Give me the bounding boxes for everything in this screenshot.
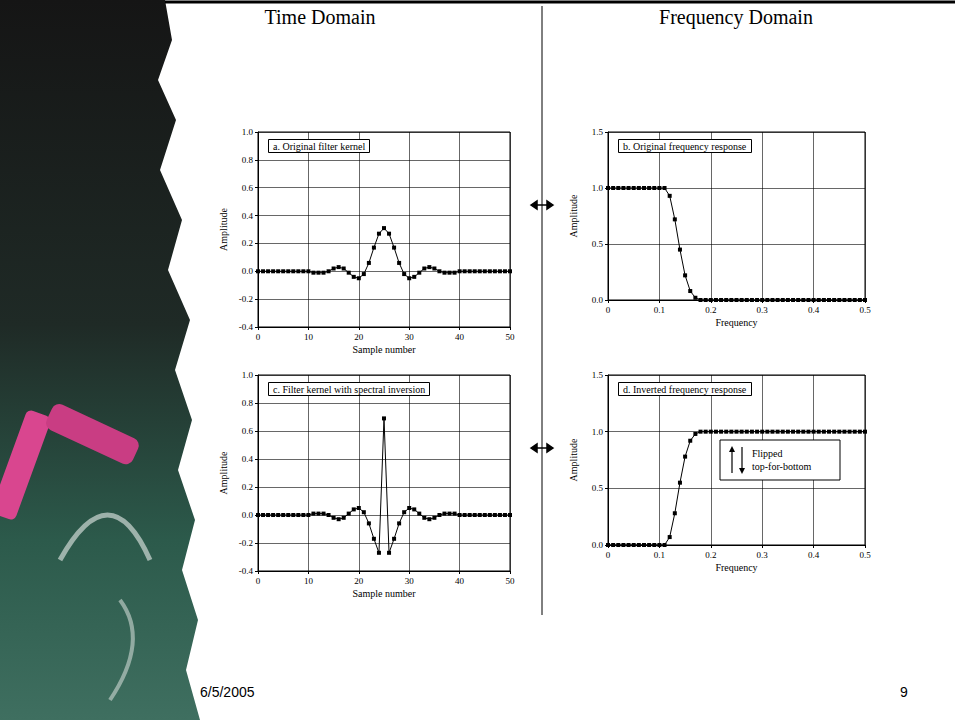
svg-text:30: 30 xyxy=(405,576,415,586)
svg-text:1.5: 1.5 xyxy=(592,370,604,380)
svg-text:0.2: 0.2 xyxy=(242,238,253,248)
svg-text:20: 20 xyxy=(354,332,364,342)
svg-text:0.5: 0.5 xyxy=(592,483,604,493)
html-text:Frequency Domain: Frequency Domain xyxy=(659,6,813,28)
svg-text:0.4: 0.4 xyxy=(808,305,820,315)
svg-text:0.5: 0.5 xyxy=(859,550,871,560)
svg-text:d. Inverted frequency response: d. Inverted frequency response xyxy=(623,384,747,395)
svg-text:0.0: 0.0 xyxy=(592,295,604,305)
svg-text:0.2: 0.2 xyxy=(705,305,716,315)
svg-text:40: 40 xyxy=(455,332,465,342)
svg-text:a. Original filter kernel: a. Original filter kernel xyxy=(273,141,365,152)
svg-text:0.4: 0.4 xyxy=(242,454,254,464)
svg-text:1.0: 1.0 xyxy=(242,127,254,137)
html-text:Time Domain: Time Domain xyxy=(264,6,376,28)
svg-text:1.5: 1.5 xyxy=(592,127,604,137)
svg-text:c. Filter kernel with spectral: c. Filter kernel with spectral inversion xyxy=(273,384,425,395)
svg-text:0.6: 0.6 xyxy=(242,426,254,436)
svg-text:0.1: 0.1 xyxy=(654,305,665,315)
svg-text:1.0: 1.0 xyxy=(242,370,254,380)
svg-text:0.2: 0.2 xyxy=(242,482,253,492)
svg-text:0.2: 0.2 xyxy=(705,550,716,560)
svg-text:0: 0 xyxy=(606,550,611,560)
svg-text:-0.2: -0.2 xyxy=(239,294,253,304)
svg-text:0: 0 xyxy=(256,332,261,342)
svg-text:Frequency: Frequency xyxy=(715,562,757,573)
svg-text:Amplitude: Amplitude xyxy=(218,451,229,494)
svg-text:0.8: 0.8 xyxy=(242,398,254,408)
svg-text:40: 40 xyxy=(455,576,465,586)
svg-text:0.0: 0.0 xyxy=(592,540,604,550)
svg-text:0.0: 0.0 xyxy=(242,510,254,520)
svg-text:20: 20 xyxy=(354,576,364,586)
svg-text:10: 10 xyxy=(304,576,314,586)
svg-text:Amplitude: Amplitude xyxy=(568,194,579,237)
html-text:9: 9 xyxy=(900,684,908,700)
svg-text:0.3: 0.3 xyxy=(757,305,769,315)
svg-text:b. Original frequency response: b. Original frequency response xyxy=(623,141,747,152)
svg-text:30: 30 xyxy=(405,332,415,342)
svg-text:-0.4: -0.4 xyxy=(239,322,254,332)
svg-text:0: 0 xyxy=(606,305,611,315)
svg-text:Sample number: Sample number xyxy=(352,344,416,355)
html-text:6/5/2005: 6/5/2005 xyxy=(200,684,255,700)
svg-text:Amplitude: Amplitude xyxy=(568,438,579,481)
svg-text:0.5: 0.5 xyxy=(592,239,604,249)
svg-text:Amplitude: Amplitude xyxy=(218,208,229,251)
svg-text:0: 0 xyxy=(256,576,261,586)
svg-text:top-for-bottom: top-for-bottom xyxy=(752,461,811,472)
svg-text:0.3: 0.3 xyxy=(757,550,769,560)
svg-text:0.6: 0.6 xyxy=(242,183,254,193)
svg-text:0.5: 0.5 xyxy=(859,305,871,315)
svg-text:50: 50 xyxy=(506,576,516,586)
svg-text:Sample number: Sample number xyxy=(352,588,416,599)
svg-text:-0.4: -0.4 xyxy=(239,566,254,576)
svg-text:0.4: 0.4 xyxy=(242,211,254,221)
svg-text:Frequency: Frequency xyxy=(715,317,757,328)
svg-text:10: 10 xyxy=(304,332,314,342)
svg-text:-0.2: -0.2 xyxy=(239,538,253,548)
svg-text:0.4: 0.4 xyxy=(808,550,820,560)
svg-text:0.0: 0.0 xyxy=(242,266,254,276)
svg-text:0.8: 0.8 xyxy=(242,155,254,165)
svg-text:50: 50 xyxy=(506,332,516,342)
svg-text:1.0: 1.0 xyxy=(592,183,604,193)
svg-text:0.1: 0.1 xyxy=(654,550,665,560)
svg-text:Flipped: Flipped xyxy=(752,448,783,459)
svg-text:1.0: 1.0 xyxy=(592,427,604,437)
